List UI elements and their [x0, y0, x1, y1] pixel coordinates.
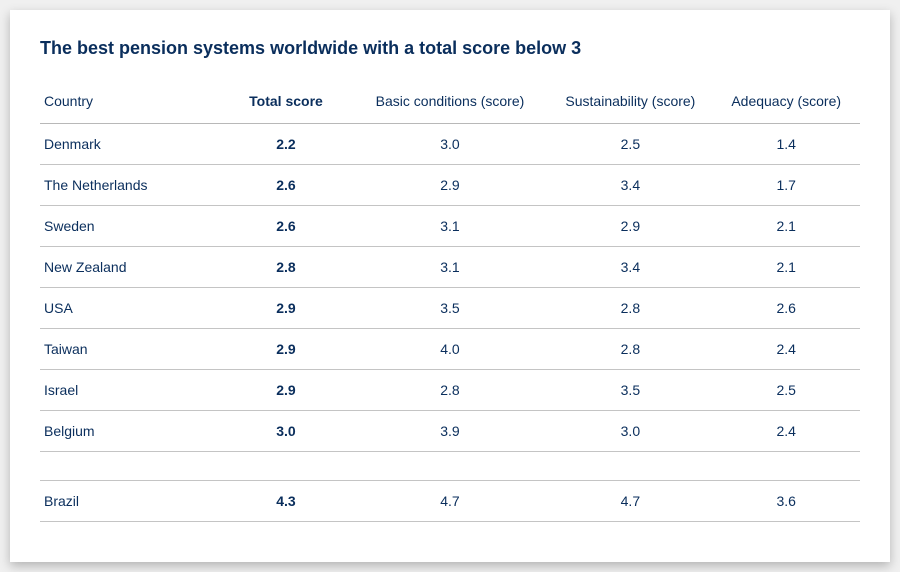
spacer-cell: [40, 452, 860, 481]
table-row: Israel 2.9 2.8 3.5 2.5: [40, 370, 860, 411]
cell-total: 3.0: [220, 411, 351, 452]
cell-basic: 3.5: [352, 288, 549, 329]
cell-basic: 3.1: [352, 206, 549, 247]
cell-adequacy: 1.7: [712, 165, 860, 206]
cell-country: Sweden: [40, 206, 220, 247]
cell-adequacy: 2.5: [712, 370, 860, 411]
cell-total: 4.3: [220, 481, 351, 522]
cell-basic: 3.0: [352, 124, 549, 165]
cell-basic: 2.8: [352, 370, 549, 411]
cell-country: The Netherlands: [40, 165, 220, 206]
cell-sustainability: 3.0: [548, 411, 712, 452]
cell-adequacy: 2.6: [712, 288, 860, 329]
pension-table: Country Total score Basic conditions (sc…: [40, 85, 860, 522]
cell-country: Belgium: [40, 411, 220, 452]
cell-basic: 3.9: [352, 411, 549, 452]
cell-total: 2.9: [220, 329, 351, 370]
cell-sustainability: 2.9: [548, 206, 712, 247]
table-row: USA 2.9 3.5 2.8 2.6: [40, 288, 860, 329]
cell-sustainability: 2.5: [548, 124, 712, 165]
col-header-sustainability: Sustainability (score): [548, 85, 712, 124]
cell-basic: 4.0: [352, 329, 549, 370]
cell-adequacy: 2.4: [712, 411, 860, 452]
page-title: The best pension systems worldwide with …: [40, 38, 860, 59]
cell-adequacy: 3.6: [712, 481, 860, 522]
cell-sustainability: 3.4: [548, 247, 712, 288]
cell-basic: 4.7: [352, 481, 549, 522]
cell-total: 2.8: [220, 247, 351, 288]
cell-total: 2.6: [220, 165, 351, 206]
cell-total: 2.9: [220, 370, 351, 411]
table-row: Sweden 2.6 3.1 2.9 2.1: [40, 206, 860, 247]
cell-sustainability: 3.4: [548, 165, 712, 206]
cell-basic: 3.1: [352, 247, 549, 288]
cell-sustainability: 3.5: [548, 370, 712, 411]
col-header-country: Country: [40, 85, 220, 124]
cell-sustainability: 4.7: [548, 481, 712, 522]
cell-adequacy: 2.4: [712, 329, 860, 370]
table-row: New Zealand 2.8 3.1 3.4 2.1: [40, 247, 860, 288]
table-body: Denmark 2.2 3.0 2.5 1.4 The Netherlands …: [40, 124, 860, 522]
table-header: Country Total score Basic conditions (sc…: [40, 85, 860, 124]
cell-country: USA: [40, 288, 220, 329]
cell-country: Israel: [40, 370, 220, 411]
cell-adequacy: 1.4: [712, 124, 860, 165]
col-header-total: Total score: [220, 85, 351, 124]
cell-country: Taiwan: [40, 329, 220, 370]
cell-country: Denmark: [40, 124, 220, 165]
cell-total: 2.6: [220, 206, 351, 247]
col-header-adequacy: Adequacy (score): [712, 85, 860, 124]
cell-total: 2.9: [220, 288, 351, 329]
table-row-outlier: Brazil 4.3 4.7 4.7 3.6: [40, 481, 860, 522]
table-row: Belgium 3.0 3.9 3.0 2.4: [40, 411, 860, 452]
cell-total: 2.2: [220, 124, 351, 165]
col-header-basic: Basic conditions (score): [352, 85, 549, 124]
table-gap-row: [40, 452, 860, 481]
cell-adequacy: 2.1: [712, 206, 860, 247]
cell-country: Brazil: [40, 481, 220, 522]
table-card: The best pension systems worldwide with …: [10, 10, 890, 562]
table-row: Taiwan 2.9 4.0 2.8 2.4: [40, 329, 860, 370]
cell-country: New Zealand: [40, 247, 220, 288]
table-row: Denmark 2.2 3.0 2.5 1.4: [40, 124, 860, 165]
cell-sustainability: 2.8: [548, 329, 712, 370]
cell-sustainability: 2.8: [548, 288, 712, 329]
cell-adequacy: 2.1: [712, 247, 860, 288]
cell-basic: 2.9: [352, 165, 549, 206]
table-row: The Netherlands 2.6 2.9 3.4 1.7: [40, 165, 860, 206]
